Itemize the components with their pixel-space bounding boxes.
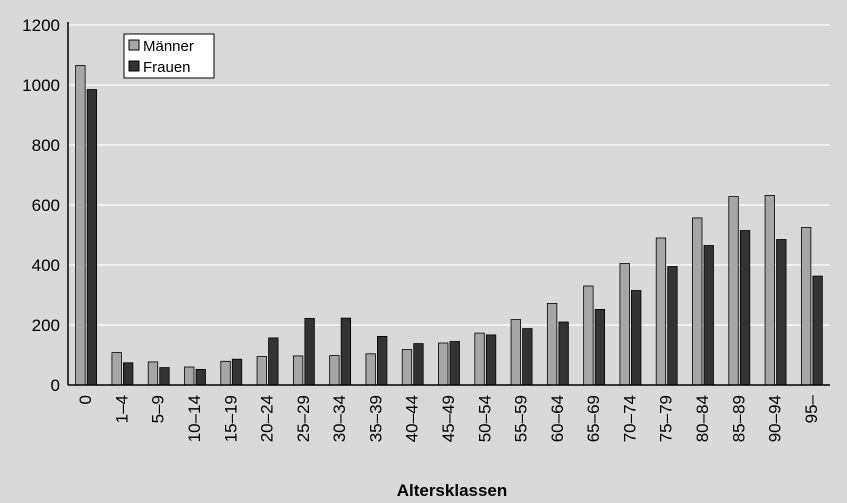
x-tick-label: 85–89 (729, 395, 748, 442)
x-tick-label: 10–14 (185, 395, 204, 442)
x-tick-label: 15–19 (221, 395, 240, 442)
x-tick-label: 90–94 (766, 395, 785, 442)
bar-frauen (413, 343, 424, 386)
legend-label-frauen: Frauen (143, 59, 191, 76)
y-tick-label: 1200 (22, 16, 60, 35)
y-tick-label: 600 (32, 196, 60, 215)
bar-maenner (438, 342, 449, 386)
y-tick-label: 800 (32, 136, 60, 155)
bar-frauen (449, 341, 460, 386)
bar-frauen (812, 275, 823, 386)
legend-swatch-frauen (128, 60, 140, 72)
y-tick-labels: 0 200 400 600 800 1000 1200 (22, 16, 60, 395)
legend-swatch-maenner (128, 39, 140, 51)
bar-frauen (776, 239, 787, 386)
x-tick-label: 80–84 (693, 395, 712, 442)
x-tick-label: 1–4 (112, 395, 131, 423)
y-tick-label: 0 (51, 376, 60, 395)
bar-maenner (147, 361, 159, 386)
bar-maenner (401, 349, 413, 386)
bar-frauen (377, 335, 388, 386)
legend-label-maenner: Männer (143, 38, 194, 55)
x-tick-label: 20–24 (258, 395, 277, 442)
bar-frauen (558, 321, 569, 386)
bar-frauen (739, 230, 751, 386)
bar-maenner (692, 217, 703, 386)
bar-maenner (583, 285, 594, 386)
x-tick-label: 35–39 (366, 395, 385, 442)
bar-frauen (195, 368, 206, 386)
x-tick-label: 75–79 (657, 395, 676, 442)
bar-frauen (594, 308, 606, 386)
bar-maenner (800, 227, 812, 386)
x-tick-label: 40–44 (403, 395, 422, 442)
bar-maenner (546, 302, 558, 386)
bar-maenner (365, 353, 376, 386)
bar-marks (75, 65, 823, 386)
bar-frauen (703, 245, 714, 386)
bar-maenner (329, 355, 340, 386)
bar-maenner (655, 237, 667, 386)
bar-maenner (256, 356, 267, 386)
bar-frauen (485, 334, 497, 386)
axes (67, 22, 830, 386)
y-tick-label: 400 (32, 256, 60, 275)
x-tick-label: 5–9 (149, 395, 168, 423)
bar-maenner (728, 196, 739, 386)
x-tick-label: 95– (802, 394, 821, 423)
bar-frauen (123, 362, 134, 386)
bar-frauen (231, 358, 243, 386)
x-tick-label: 65–69 (584, 395, 603, 442)
x-tick-label: 30–34 (330, 395, 349, 442)
bar-maenner (619, 263, 630, 386)
gridlines (68, 24, 830, 326)
bar-maenner (75, 65, 86, 386)
bar-maenner (474, 332, 485, 386)
x-tick-label: 50–54 (475, 395, 494, 442)
bar-maenner (292, 355, 304, 386)
x-tick-label: 25–29 (294, 395, 313, 442)
y-tick-label: 200 (32, 316, 60, 335)
bar-frauen (86, 89, 98, 386)
x-tick-label: 60–64 (548, 395, 567, 442)
x-tick-labels: 0 1–4 5–9 10–14 15–19 20–24 25–29 30–34 35–39 40–… (76, 394, 821, 442)
bar-maenner (220, 360, 231, 386)
bar-maenner (111, 352, 122, 386)
bar-frauen (268, 337, 279, 386)
bar-frauen (340, 317, 352, 386)
x-tick-label: 45–49 (439, 395, 458, 442)
x-tick-label: 55–59 (512, 395, 531, 442)
x-tick-label: 0 (76, 395, 95, 404)
bar-maenner (510, 319, 521, 386)
bar-frauen (631, 290, 642, 386)
bar-frauen (159, 367, 170, 386)
bar-frauen (667, 266, 678, 386)
y-tick-label: 1000 (22, 76, 60, 95)
x-axis-title: Altersklassen (397, 481, 508, 500)
bar-frauen (522, 328, 533, 386)
x-tick-label: 70–74 (620, 395, 639, 442)
bar-frauen (304, 317, 315, 386)
bar-maenner (764, 194, 775, 386)
legend: Männer Frauen (123, 33, 215, 79)
bar-maenner (184, 366, 195, 386)
